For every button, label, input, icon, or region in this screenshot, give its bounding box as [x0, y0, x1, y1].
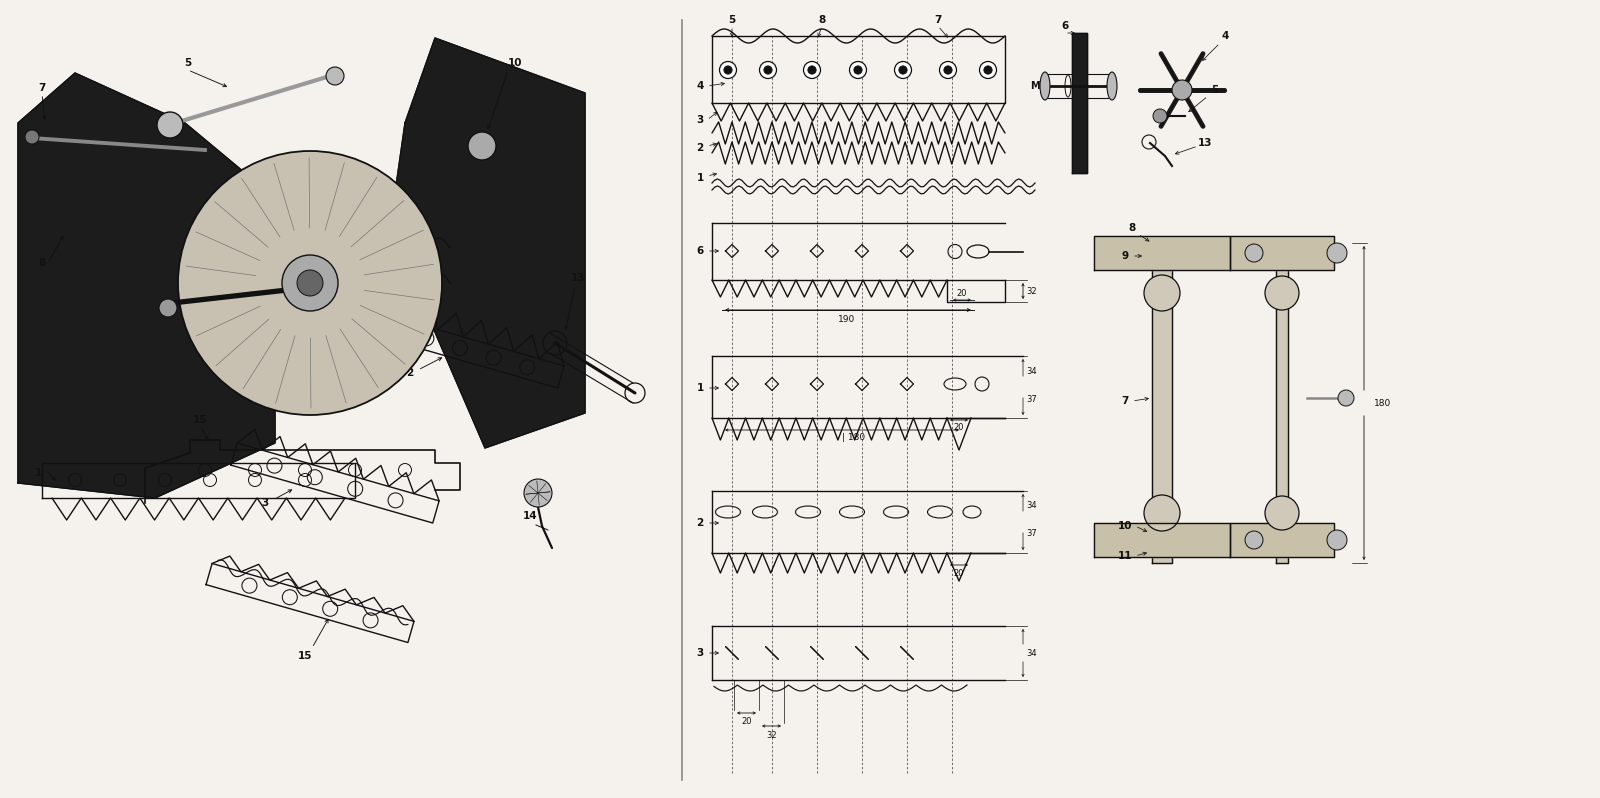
Text: 34: 34 — [1027, 501, 1037, 511]
Circle shape — [157, 112, 182, 138]
Text: 3: 3 — [696, 648, 704, 658]
Circle shape — [1338, 390, 1354, 406]
Text: 190: 190 — [838, 315, 856, 325]
Circle shape — [1266, 276, 1299, 310]
Circle shape — [894, 61, 912, 78]
Text: 8: 8 — [38, 258, 46, 268]
Polygon shape — [1277, 243, 1288, 563]
Polygon shape — [1152, 243, 1171, 563]
Text: 6: 6 — [1061, 21, 1069, 31]
Text: 7: 7 — [1122, 396, 1128, 406]
Text: 20: 20 — [954, 424, 965, 433]
Polygon shape — [1072, 33, 1086, 173]
Circle shape — [1326, 530, 1347, 550]
Text: 6: 6 — [696, 246, 704, 256]
Circle shape — [1326, 243, 1347, 263]
Text: 13: 13 — [1198, 138, 1213, 148]
Text: 5: 5 — [1211, 85, 1219, 95]
Circle shape — [1144, 275, 1181, 311]
Text: 20: 20 — [954, 568, 965, 578]
Text: 2: 2 — [406, 368, 414, 378]
Text: 13: 13 — [571, 273, 586, 283]
Text: 32: 32 — [766, 730, 778, 740]
Circle shape — [939, 61, 957, 78]
Text: 4: 4 — [1221, 31, 1229, 41]
Text: 15: 15 — [298, 651, 312, 661]
Circle shape — [26, 130, 38, 144]
Circle shape — [760, 61, 776, 78]
Circle shape — [467, 132, 496, 160]
Text: 37: 37 — [1027, 396, 1037, 405]
Polygon shape — [1230, 523, 1334, 557]
Text: 7: 7 — [934, 15, 942, 25]
Text: 37: 37 — [1027, 528, 1037, 538]
Polygon shape — [390, 38, 586, 448]
Text: 5: 5 — [728, 15, 736, 25]
Text: 2: 2 — [696, 143, 704, 153]
Text: 180: 180 — [1374, 398, 1392, 408]
Polygon shape — [1094, 236, 1230, 270]
Text: 34: 34 — [1027, 366, 1037, 376]
Text: 4: 4 — [696, 81, 704, 91]
Circle shape — [298, 270, 323, 296]
Circle shape — [723, 65, 733, 74]
Circle shape — [525, 479, 552, 507]
Ellipse shape — [1107, 72, 1117, 100]
Circle shape — [1245, 244, 1262, 262]
Text: M6: M6 — [1030, 81, 1046, 91]
Circle shape — [808, 65, 816, 74]
Text: 2: 2 — [696, 518, 704, 528]
Circle shape — [979, 61, 997, 78]
Circle shape — [803, 61, 821, 78]
Text: 15: 15 — [192, 415, 208, 425]
Text: 10: 10 — [507, 58, 522, 68]
Text: 20: 20 — [742, 717, 752, 725]
Text: 8: 8 — [818, 15, 826, 25]
Text: 32: 32 — [1027, 286, 1037, 295]
Text: 10: 10 — [1118, 521, 1133, 531]
Circle shape — [899, 65, 907, 74]
Polygon shape — [1230, 236, 1334, 270]
Text: 3: 3 — [696, 115, 704, 125]
Circle shape — [1144, 495, 1181, 531]
Text: 7: 7 — [38, 83, 46, 93]
Circle shape — [1154, 109, 1166, 123]
Circle shape — [178, 151, 442, 415]
Circle shape — [763, 65, 773, 74]
Circle shape — [1245, 531, 1262, 549]
Text: 5: 5 — [184, 58, 192, 68]
Text: 1: 1 — [696, 173, 704, 183]
Circle shape — [282, 255, 338, 311]
Circle shape — [850, 61, 867, 78]
Polygon shape — [18, 73, 275, 498]
Circle shape — [984, 65, 992, 74]
Circle shape — [720, 61, 736, 78]
Text: 20: 20 — [957, 289, 968, 298]
Circle shape — [854, 65, 862, 74]
Text: 1: 1 — [34, 468, 42, 478]
Circle shape — [1171, 80, 1192, 100]
Text: 3: 3 — [261, 498, 269, 508]
Circle shape — [158, 299, 178, 317]
Text: 14: 14 — [523, 511, 538, 521]
Text: | 180: | 180 — [842, 433, 866, 443]
Polygon shape — [1094, 523, 1230, 557]
Ellipse shape — [1040, 72, 1050, 100]
Text: 8: 8 — [1128, 223, 1136, 233]
Text: 34: 34 — [1027, 649, 1037, 658]
Circle shape — [1266, 496, 1299, 530]
Text: 11: 11 — [1118, 551, 1133, 561]
Circle shape — [326, 67, 344, 85]
Text: 9: 9 — [1122, 251, 1128, 261]
Circle shape — [944, 65, 952, 74]
Text: 1: 1 — [696, 383, 704, 393]
